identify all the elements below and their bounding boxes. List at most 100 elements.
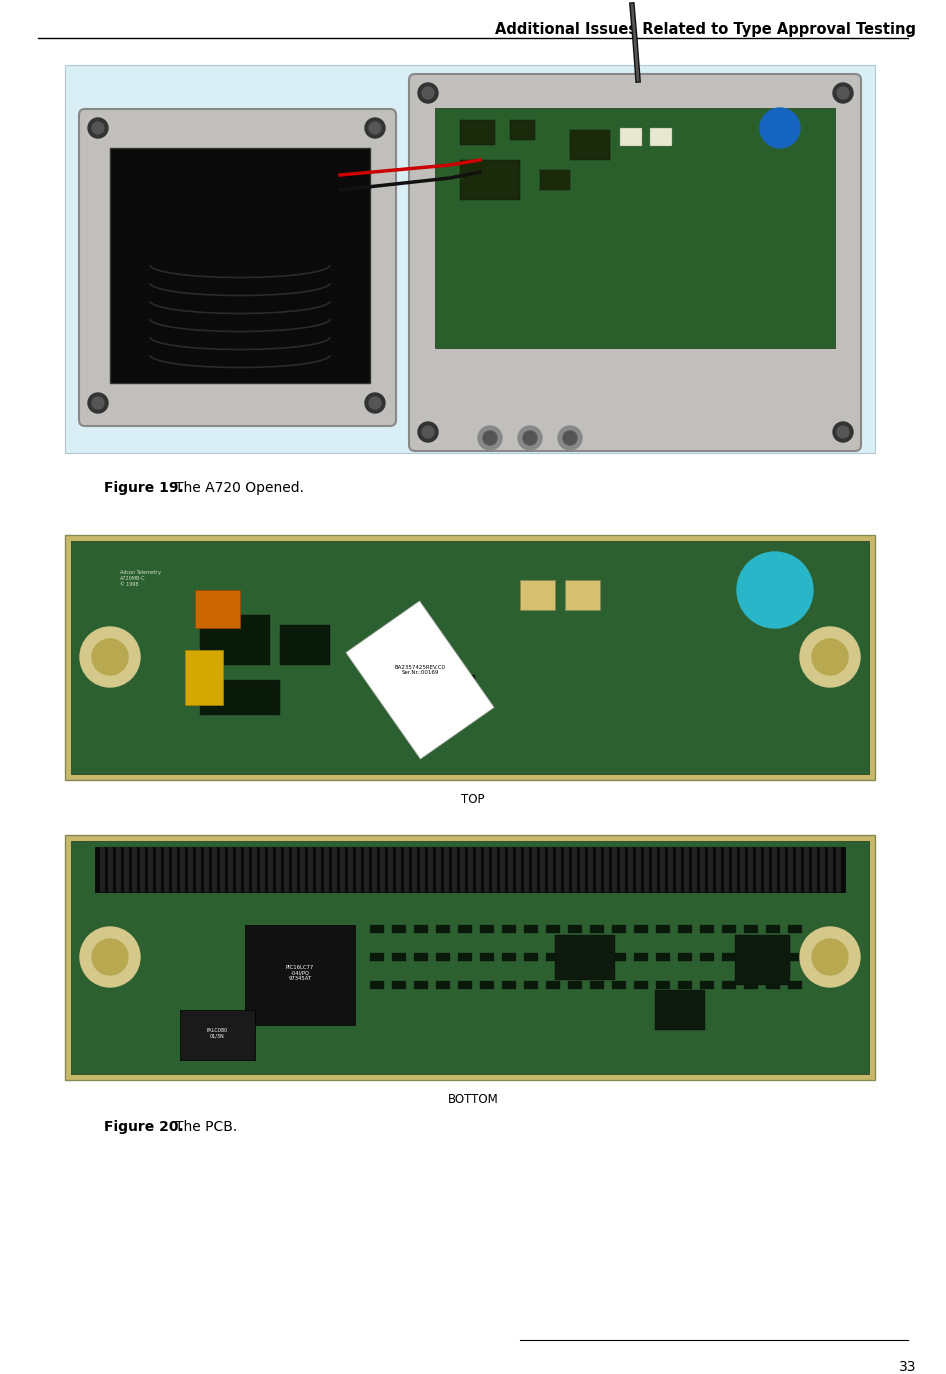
Circle shape — [837, 87, 849, 99]
Bar — [524, 846, 529, 892]
Circle shape — [418, 82, 438, 103]
Bar — [458, 981, 472, 989]
Bar — [572, 846, 577, 892]
Bar — [308, 846, 313, 892]
Bar — [200, 680, 280, 714]
Bar — [388, 846, 393, 892]
Bar — [228, 846, 233, 892]
Circle shape — [92, 639, 128, 675]
Circle shape — [812, 639, 848, 675]
Bar — [744, 954, 758, 960]
Bar — [735, 934, 790, 985]
Bar — [820, 846, 825, 892]
Circle shape — [563, 431, 577, 445]
Bar — [95, 846, 845, 892]
Text: Adcon Telemetry
A720MB-C
© 1998: Adcon Telemetry A720MB-C © 1998 — [120, 570, 161, 587]
Bar — [796, 846, 801, 892]
Bar — [476, 846, 481, 892]
Bar — [656, 954, 670, 960]
Bar — [396, 846, 401, 892]
Bar — [460, 159, 520, 201]
Bar — [532, 846, 537, 892]
Bar — [568, 981, 582, 989]
Circle shape — [478, 426, 502, 451]
Bar — [692, 846, 697, 892]
Bar — [332, 846, 337, 892]
Bar — [684, 846, 689, 892]
Bar — [414, 925, 428, 933]
Bar — [722, 954, 736, 960]
Text: Additional Issues Related to Type Approval Testing: Additional Issues Related to Type Approv… — [495, 22, 916, 37]
Bar — [435, 109, 835, 348]
Circle shape — [80, 927, 140, 987]
Bar — [788, 981, 802, 989]
Bar — [748, 846, 753, 892]
Bar — [370, 954, 384, 960]
Text: BOTTOM: BOTTOM — [447, 1092, 499, 1106]
Text: FALC080
01/3N: FALC080 01/3N — [206, 1028, 228, 1039]
Bar — [634, 981, 648, 989]
Bar — [292, 846, 297, 892]
Text: PIC16LC77
-04I/PQ
97345AT: PIC16LC77 -04I/PQ 97345AT — [286, 965, 314, 981]
Circle shape — [92, 397, 104, 409]
Bar — [502, 981, 516, 989]
Bar — [492, 846, 497, 892]
Bar — [676, 846, 681, 892]
Bar — [700, 846, 705, 892]
Bar — [324, 846, 329, 892]
Bar — [668, 846, 673, 892]
Bar — [65, 534, 875, 780]
Bar — [656, 925, 670, 933]
Bar — [700, 981, 714, 989]
Text: Figure 20.: Figure 20. — [104, 1120, 184, 1134]
Bar — [508, 846, 513, 892]
Bar — [404, 846, 409, 892]
Bar — [188, 846, 193, 892]
Bar — [744, 925, 758, 933]
Bar — [612, 981, 626, 989]
Bar — [196, 846, 201, 892]
Bar — [172, 846, 177, 892]
Bar — [716, 846, 721, 892]
Bar — [65, 835, 875, 1080]
Circle shape — [92, 938, 128, 976]
Bar — [700, 925, 714, 933]
Bar — [612, 954, 626, 960]
Circle shape — [518, 426, 542, 451]
Bar — [556, 846, 561, 892]
Circle shape — [833, 82, 853, 103]
Bar — [468, 846, 473, 892]
Bar — [252, 846, 257, 892]
Bar — [484, 846, 489, 892]
Bar — [724, 846, 729, 892]
Circle shape — [800, 627, 860, 687]
Circle shape — [800, 927, 860, 987]
Bar — [722, 981, 736, 989]
Bar — [452, 846, 457, 892]
Circle shape — [418, 422, 438, 442]
Bar — [244, 846, 249, 892]
Bar — [71, 541, 869, 774]
Bar — [280, 625, 330, 665]
Bar — [546, 954, 560, 960]
Bar — [428, 846, 433, 892]
Bar — [200, 616, 270, 665]
Bar — [380, 846, 385, 892]
Bar — [590, 981, 604, 989]
Circle shape — [837, 426, 849, 438]
Bar — [636, 846, 641, 892]
Bar — [612, 925, 626, 933]
Bar — [502, 925, 516, 933]
Bar — [590, 925, 604, 933]
Text: Figure 19.: Figure 19. — [104, 481, 184, 495]
Circle shape — [88, 393, 108, 414]
Bar — [708, 846, 713, 892]
Bar — [430, 675, 475, 710]
Bar — [180, 1010, 255, 1059]
Bar — [596, 846, 601, 892]
Bar — [370, 981, 384, 989]
Bar — [604, 846, 609, 892]
Bar — [458, 925, 472, 933]
Circle shape — [80, 627, 140, 687]
Bar — [124, 846, 129, 892]
